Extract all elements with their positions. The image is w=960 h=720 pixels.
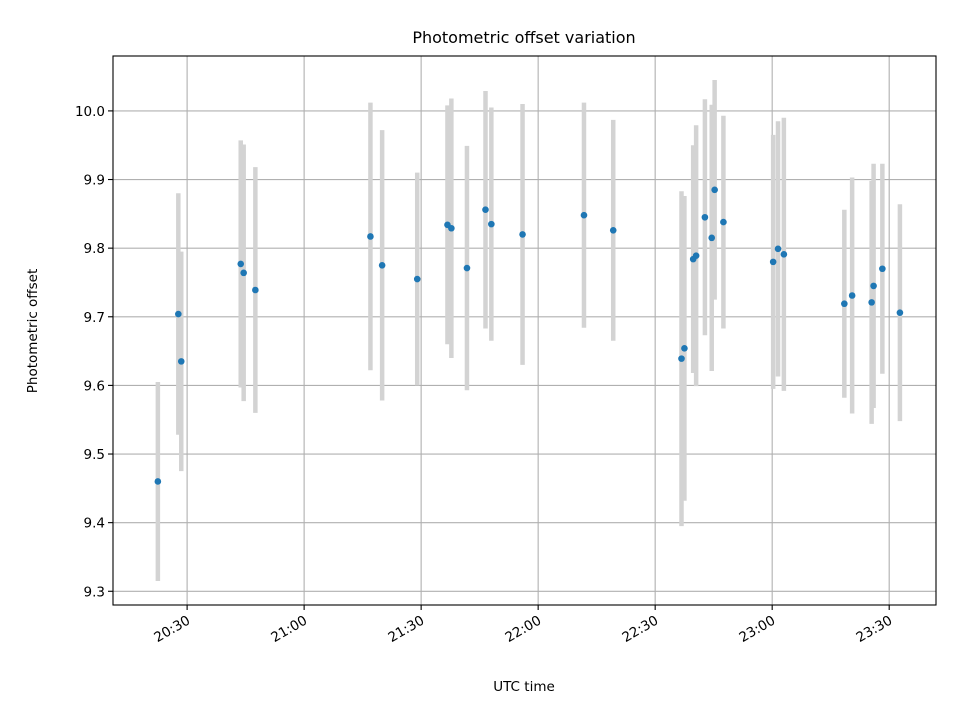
y-tick-label: 9.9 — [84, 173, 105, 189]
data-point — [701, 213, 709, 221]
data-point — [681, 345, 688, 352]
point-layer — [154, 186, 904, 485]
data-point — [769, 258, 777, 266]
data-point — [463, 264, 471, 272]
y-tick-label: 9.7 — [84, 310, 105, 326]
data-point — [519, 231, 526, 238]
data-point — [848, 292, 856, 299]
y-tick-label: 9.6 — [84, 378, 105, 394]
data-point — [252, 286, 259, 294]
data-point — [154, 478, 162, 485]
data-point — [580, 211, 588, 219]
x-tick-label: 21:30 — [385, 613, 427, 646]
data-point — [774, 245, 782, 253]
y-tick-label: 9.5 — [84, 447, 105, 463]
data-point — [868, 299, 875, 306]
x-axis-label: UTC time — [493, 679, 555, 695]
y-axis-ticks: 9.3 9.4 9.5 9.6 9.7 9.8 9.9 10.0 — [75, 104, 113, 600]
data-point — [879, 265, 886, 273]
data-point — [692, 252, 700, 259]
data-point — [448, 224, 455, 232]
x-tick-label: 22:30 — [619, 613, 661, 646]
data-point — [896, 309, 904, 316]
y-tick-label: 9.4 — [84, 516, 105, 532]
errorbar-layer — [155, 80, 903, 581]
data-point — [720, 218, 727, 226]
y-tick-label: 9.8 — [84, 241, 105, 257]
data-point — [378, 262, 386, 269]
x-tick-label: 21:00 — [268, 613, 310, 646]
data-point — [488, 220, 495, 228]
data-point — [237, 260, 245, 268]
data-point — [413, 275, 421, 283]
data-point — [240, 269, 247, 277]
data-point — [175, 310, 182, 318]
data-point — [177, 358, 185, 365]
plot-frame — [112, 55, 937, 606]
data-point — [841, 300, 848, 308]
data-point — [711, 186, 718, 194]
data-point — [609, 227, 617, 234]
x-tick-label: 23:30 — [854, 613, 896, 646]
data-point — [482, 206, 489, 214]
x-axis-ticks: 20:30 21:00 21:30 22:00 22:30 23:00 23:30 — [151, 605, 895, 646]
data-point — [708, 234, 716, 242]
y-tick-label: 10.0 — [75, 104, 105, 120]
data-point — [367, 233, 374, 240]
y-axis-label: Photometric offset — [25, 269, 41, 393]
data-point — [678, 355, 685, 362]
data-point — [780, 251, 788, 258]
y-tick-label: 9.3 — [84, 584, 105, 600]
x-tick-label: 20:30 — [151, 613, 193, 646]
x-tick-label: 23:00 — [736, 613, 778, 646]
x-tick-label: 22:00 — [502, 613, 544, 646]
chart-title: Photometric offset variation — [412, 28, 635, 47]
data-point — [870, 282, 877, 290]
